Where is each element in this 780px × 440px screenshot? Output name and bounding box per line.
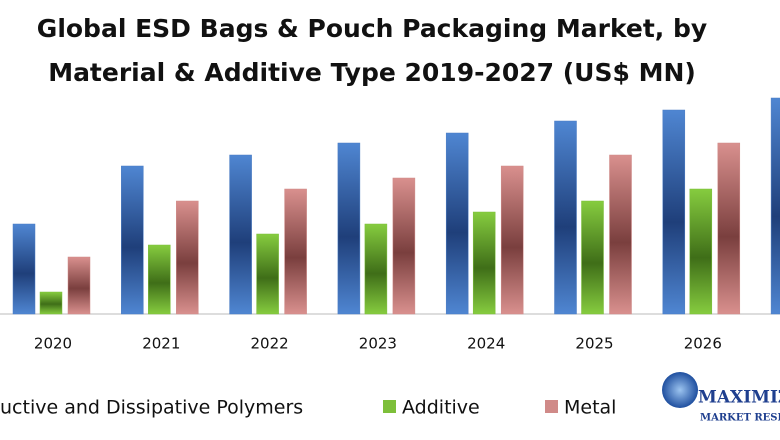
bar: [39, 291, 63, 315]
bar: [12, 223, 36, 315]
bar: [176, 200, 199, 315]
bar: [581, 200, 604, 315]
chart-title: Material & Additive Type 2019-2027 (US$ …: [48, 58, 696, 87]
logo-subtext: MARKET RESEAR: [700, 413, 780, 424]
bar: [445, 132, 469, 315]
legend-label: uctive and Dissipative Polymers: [0, 397, 303, 419]
bar: [148, 244, 171, 315]
bar: [392, 177, 416, 315]
x-tick-label: 2021: [142, 335, 180, 353]
legend-label: Additive: [402, 397, 480, 419]
x-tick-label: 2026: [684, 335, 722, 353]
legend-label: Metal: [564, 397, 616, 419]
bar: [67, 256, 91, 315]
x-tick-label: 2025: [575, 335, 613, 353]
x-tick-label: 2024: [467, 335, 505, 353]
bar: [770, 97, 780, 315]
legend-swatch: [383, 400, 396, 413]
legend-swatch: [545, 400, 558, 413]
x-tick-label: 2020: [34, 335, 72, 353]
bar: [500, 165, 524, 315]
bar: [662, 109, 686, 315]
bar: [256, 233, 279, 315]
bar: [689, 188, 713, 315]
bar: [337, 142, 361, 315]
bar: [229, 154, 252, 315]
chart-title: Global ESD Bags & Pouch Packaging Market…: [37, 14, 707, 43]
bar: [609, 154, 632, 315]
logo-globe: [662, 372, 698, 408]
bar: [121, 165, 144, 315]
x-tick-label: 2022: [251, 335, 289, 353]
bar: [717, 142, 741, 315]
bar: [472, 211, 496, 315]
bar: [364, 223, 388, 315]
bar: [554, 120, 577, 315]
logo-text: MAXIMIZ: [698, 388, 780, 408]
bar: [284, 188, 307, 315]
x-tick-label: 2023: [359, 335, 397, 353]
